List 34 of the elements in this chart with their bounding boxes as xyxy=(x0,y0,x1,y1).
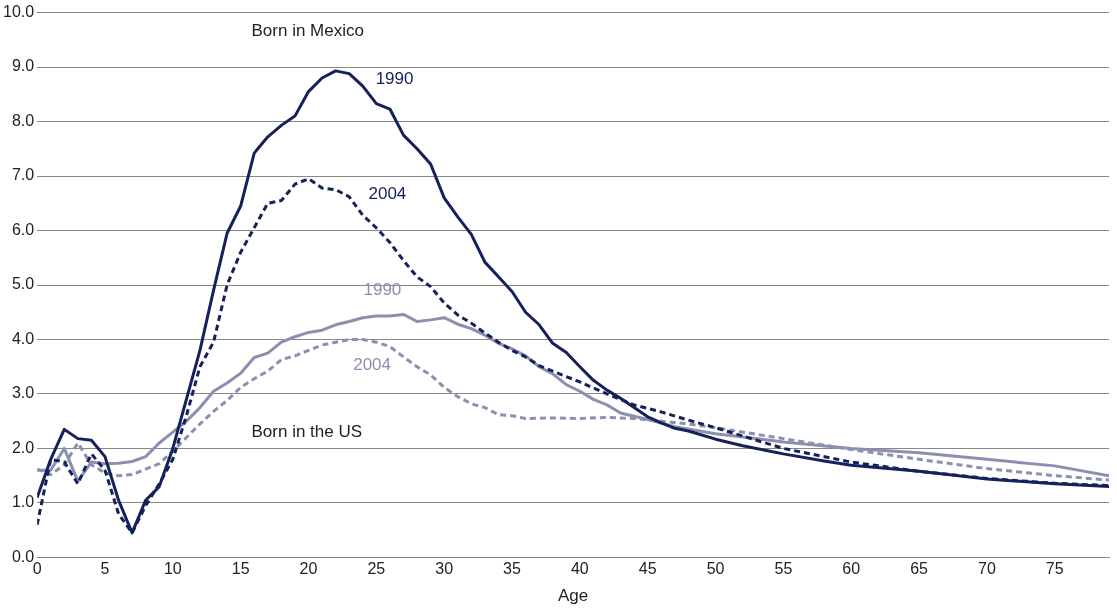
x-tick-label: 55 xyxy=(774,560,793,578)
y-tick-label: 7.0 xyxy=(11,166,35,184)
y-tick-label: 5.0 xyxy=(11,275,35,293)
annotation: Born in the US xyxy=(251,421,363,441)
x-tick-label: 20 xyxy=(299,560,318,578)
series-label: 1990 xyxy=(363,280,402,300)
x-tick-label: 65 xyxy=(910,560,929,578)
y-tick-label: 4.0 xyxy=(11,329,35,347)
y-tick-label: 1.0 xyxy=(11,493,35,511)
x-tick-label: 60 xyxy=(842,560,861,578)
x-tick-label: 45 xyxy=(638,560,657,578)
x-tick-label: 15 xyxy=(231,560,250,578)
x-tick-label: 5 xyxy=(100,560,110,578)
x-tick-label: 70 xyxy=(977,560,996,578)
y-tick-label: 0.0 xyxy=(11,547,35,565)
x-tick-label: 40 xyxy=(570,560,589,578)
x-tick-label: 30 xyxy=(435,560,454,578)
x-tick-label: 25 xyxy=(367,560,386,578)
series-label: 2004 xyxy=(368,184,407,204)
x-tick-label: 75 xyxy=(1045,560,1064,578)
x-tick-label: 50 xyxy=(706,560,725,578)
y-tick-label: 10.0 xyxy=(3,3,35,21)
annotation: Born in Mexico xyxy=(251,21,364,41)
x-tick-label: 35 xyxy=(503,560,522,578)
y-tick-label: 2.0 xyxy=(11,438,35,456)
series-label: 2004 xyxy=(353,355,392,375)
y-tick-label: 6.0 xyxy=(11,220,35,238)
y-tick-label: 8.0 xyxy=(11,111,35,129)
x-tick-label: 0 xyxy=(32,560,42,578)
series-label: 1990 xyxy=(375,68,414,88)
y-tick-label: 3.0 xyxy=(11,384,35,402)
x-tick-label: 10 xyxy=(163,560,182,578)
x-axis-title: Age xyxy=(557,586,589,606)
y-tick-label: 9.0 xyxy=(11,57,35,75)
